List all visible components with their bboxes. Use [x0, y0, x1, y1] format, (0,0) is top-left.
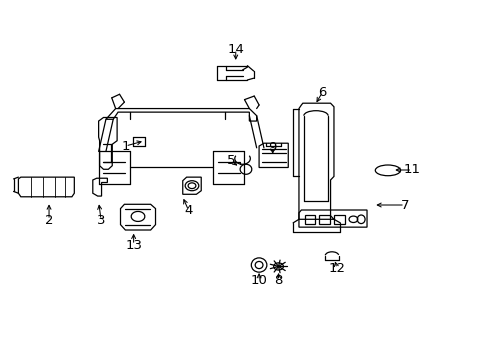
Text: 7: 7: [400, 198, 408, 212]
Text: 3: 3: [97, 213, 105, 226]
Text: 5: 5: [226, 154, 235, 167]
Text: 4: 4: [184, 204, 192, 217]
Text: 8: 8: [274, 274, 282, 287]
Text: 2: 2: [45, 213, 53, 226]
Text: 14: 14: [227, 43, 244, 56]
Text: 10: 10: [250, 274, 267, 287]
Text: 9: 9: [268, 141, 276, 154]
Text: 1: 1: [121, 140, 129, 153]
Text: 6: 6: [318, 86, 326, 99]
Text: 12: 12: [328, 262, 345, 275]
Text: 11: 11: [403, 163, 420, 176]
Text: 13: 13: [125, 239, 142, 252]
